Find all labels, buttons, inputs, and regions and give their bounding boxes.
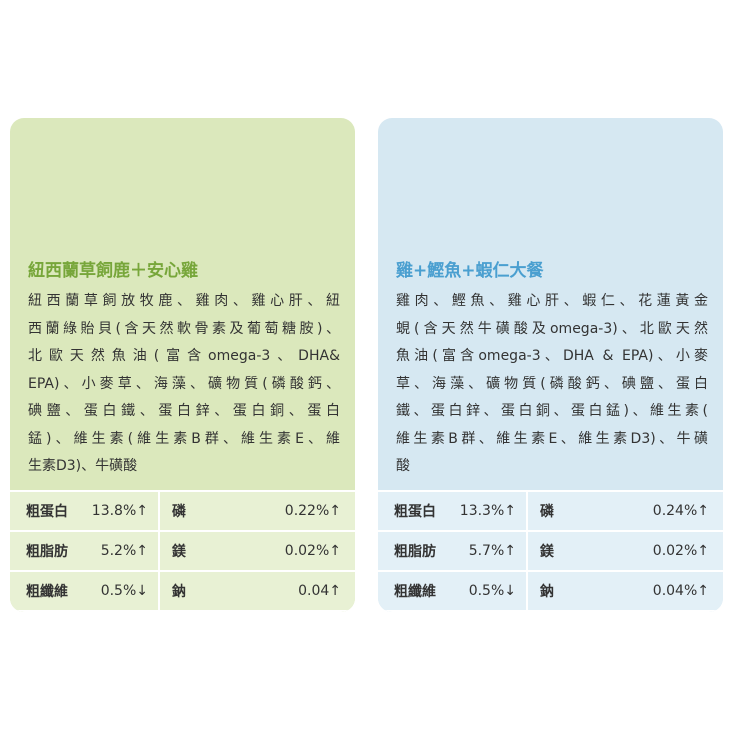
nutrition-row: 水分78%↓Omega-30.15%↑ [378, 610, 723, 612]
product-card: 紐西蘭草飼鹿＋安心雞紐西蘭草飼放牧鹿、雞肉、雞心肝、紐 西蘭綠貽貝(含天然軟骨素及… [10, 118, 355, 612]
nutrient-name: 粗脂肪 [394, 544, 436, 560]
nutrition-row: 粗脂肪 5.2%↑ 鎂 0.02%↑ [10, 530, 355, 570]
ingredient-line: 鐵、蛋白鋅、蛋白銅、蛋白錳)、維生素( [396, 403, 708, 419]
cell: 粗纖維 0.5%↓ [10, 572, 160, 610]
card-title: 紐西蘭草飼鹿＋安心雞 [28, 261, 198, 281]
nutrient-name: 粗蛋白 [26, 504, 68, 520]
nutrient-name: 鈉 [172, 584, 186, 600]
ingredients: 紐西蘭草飼放牧鹿、雞肉、雞心肝、紐 西蘭綠貽貝(含天然軟骨素及葡萄糖胺)、 北歐天然… [28, 288, 340, 481]
nutrition-row: 粗蛋白 13.8%↑ 磷 0.22%↑ [10, 490, 355, 530]
nutrition-row: 粗纖維 0.5%↓ 鈉 0.04%↑ [378, 570, 723, 610]
ingredient-line: 酸 [396, 458, 410, 474]
ingredient-line: 蜆(含天然牛磺酸及omega-3)、北歐天然 [396, 320, 708, 337]
cell: 鈉 0.04↑ [160, 572, 355, 610]
cell: 鈉 0.04%↑ [528, 572, 723, 610]
ingredient-line: 雞肉、鰹魚、雞心肝、蝦仁、花蓮黃金 [396, 293, 708, 309]
nutrient-name: 磷 [540, 504, 554, 520]
cell: 磷 0.24%↑ [528, 492, 723, 530]
ingredient-line: 紐西蘭草飼放牧鹿、雞肉、雞心肝、紐 [28, 293, 340, 309]
nutrient-name: 磷 [172, 504, 186, 520]
nutrition-table: 粗蛋白 13.3%↑ 磷 0.24%↑ 粗脂肪 5.7%↑ 鎂 0.02%↑ 粗纖維 0.5%↓ 鈉… [378, 490, 723, 612]
cell: 鎂 0.02%↑ [160, 532, 355, 570]
nutrient-value: 0.5%↓ [100, 583, 148, 599]
nutrient-value: 0.22%↑ [284, 503, 341, 519]
nutrient-value: 13.8%↑ [91, 503, 148, 519]
nutrient-name: 鈉 [540, 584, 554, 600]
nutrition-row: 粗蛋白 13.3%↑ 磷 0.24%↑ [378, 490, 723, 530]
cell: 粗蛋白 13.8%↑ [10, 492, 160, 530]
nutrition-table: 粗蛋白 13.8%↑ 磷 0.22%↑ 粗脂肪 5.2%↑ 鎂 0.02%↑ 粗纖維 0.5%↓ 鈉… [10, 490, 355, 612]
nutrient-value: 0.04%↑ [652, 583, 709, 599]
product-card: 雞+鰹魚+蝦仁大餐雞肉、鰹魚、雞心肝、蝦仁、花蓮黃金 蜆(含天然牛磺酸及omega… [378, 118, 723, 612]
cell: 粗脂肪 5.2%↑ [10, 532, 160, 570]
ingredient-line: EPA)、小麥草、海藻、礦物質(磷酸鈣、 [28, 375, 340, 392]
nutrient-value: 13.3%↑ [459, 503, 516, 519]
cell: 粗纖維 0.5%↓ [378, 572, 528, 610]
nutrition-row: 粗纖維 0.5%↓ 鈉 0.04↑ [10, 570, 355, 610]
ingredient-line: 碘鹽、蛋白鐵、蛋白鋅、蛋白銅、蛋白 [28, 403, 340, 419]
nutrition-row: 水分78%↓Omega-30.1%↑ [10, 610, 355, 612]
ingredient-line: 維生素B群、維生素E、維生素D3)、牛磺 [396, 430, 708, 447]
ingredient-line: 西蘭綠貽貝(含天然軟骨素及葡萄糖胺)、 [28, 320, 340, 337]
nutrient-value: 0.02%↑ [284, 543, 341, 559]
nutrient-name: 鎂 [540, 544, 554, 560]
nutrient-name: 粗蛋白 [394, 504, 436, 520]
ingredient-line: 草、海藻、礦物質(磷酸鈣、碘鹽、蛋白 [396, 375, 708, 392]
ingredient-line: 錳)、維生素(維生素B群、維生素E、維 [28, 430, 340, 447]
nutrient-value: 5.2%↑ [100, 543, 148, 559]
nutrient-value: 0.24%↑ [652, 503, 709, 519]
ingredient-line: 生素D3)、牛磺酸 [28, 458, 138, 474]
nutrition-row: 粗脂肪 5.7%↑ 鎂 0.02%↑ [378, 530, 723, 570]
nutrient-name: 鎂 [172, 544, 186, 560]
ingredient-line: 北歐天然魚油(富含omega-3、DHA& [28, 348, 340, 364]
nutrient-value: 0.02%↑ [652, 543, 709, 559]
nutrient-name: 粗脂肪 [26, 544, 68, 560]
cell: 鎂 0.02%↑ [528, 532, 723, 570]
nutrient-value: 0.5%↓ [468, 583, 516, 599]
ingredients: 雞肉、鰹魚、雞心肝、蝦仁、花蓮黃金 蜆(含天然牛磺酸及omega-3)、北歐天然魚… [396, 288, 708, 481]
card-title: 雞+鰹魚+蝦仁大餐 [396, 261, 544, 281]
nutrient-value: 0.04↑ [298, 583, 341, 599]
ingredient-line: 魚油(富含omega-3、DHA & EPA)、小麥 [396, 348, 708, 364]
nutrient-name: 粗纖維 [26, 584, 68, 600]
cell: 粗蛋白 13.3%↑ [378, 492, 528, 530]
nutrient-value: 5.7%↑ [468, 543, 516, 559]
cell: 粗脂肪 5.7%↑ [378, 532, 528, 570]
cell: 磷 0.22%↑ [160, 492, 355, 530]
nutrient-name: 粗纖維 [394, 584, 436, 600]
